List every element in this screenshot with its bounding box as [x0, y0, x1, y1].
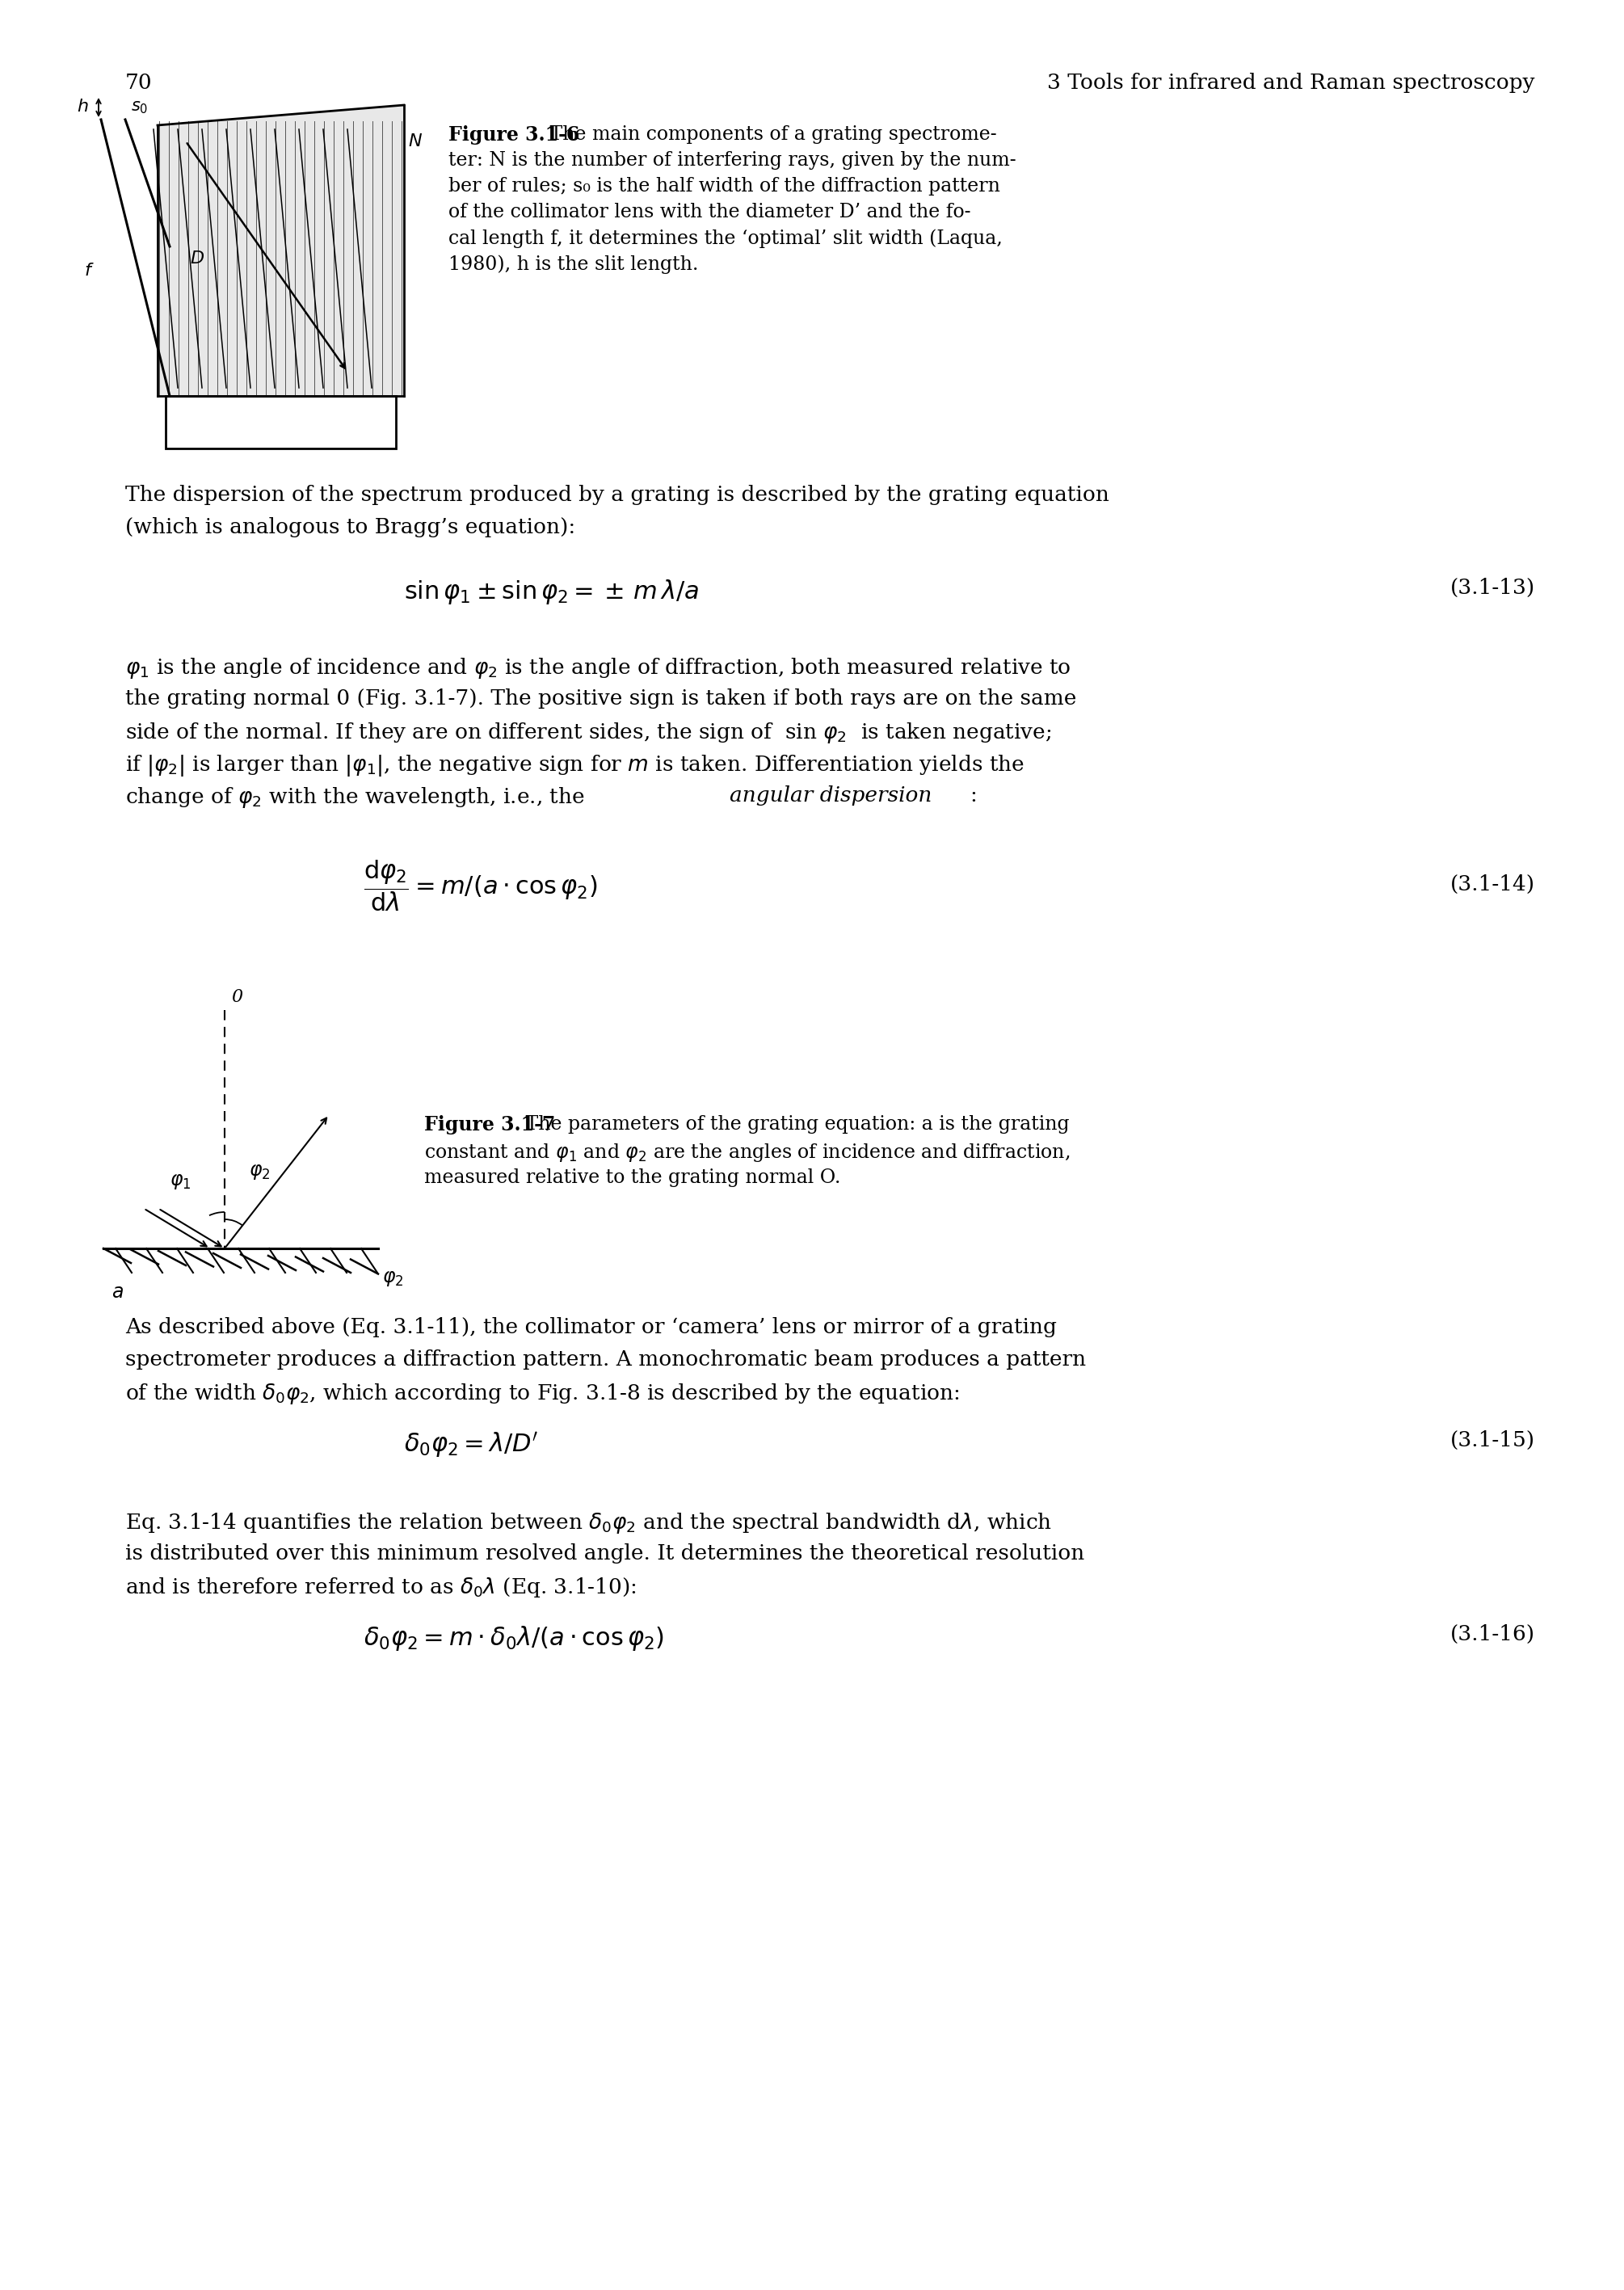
Text: $\varphi_1$: $\varphi_1$: [169, 1172, 192, 1191]
Text: 3 Tools for infrared and Raman spectroscopy: 3 Tools for infrared and Raman spectrosc…: [1047, 73, 1535, 94]
Text: $\varphi_2$: $\varphi_2$: [248, 1163, 270, 1182]
Text: $s_0$: $s_0$: [132, 98, 148, 115]
Text: (3.1-14): (3.1-14): [1450, 875, 1535, 895]
Text: ber of rules; s₀ is the half width of the diffraction pattern: ber of rules; s₀ is the half width of th…: [448, 176, 1000, 195]
Text: $N$: $N$: [408, 133, 422, 151]
Text: $D$: $D$: [190, 250, 205, 268]
Text: side of the normal. If they are on different sides, the sign of  sin $\varphi_2$: side of the normal. If they are on diffe…: [125, 721, 1052, 744]
Text: (3.1-13): (3.1-13): [1450, 577, 1535, 598]
Text: 70: 70: [125, 73, 153, 94]
Text: $h$: $h$: [76, 98, 89, 115]
Text: (3.1-16): (3.1-16): [1450, 1624, 1535, 1644]
Text: ter: N is the number of interfering rays, given by the num-: ter: N is the number of interfering rays…: [448, 151, 1017, 169]
Text: the grating normal 0 (Fig. 3.1-7). The positive sign is taken if both rays are o: the grating normal 0 (Fig. 3.1-7). The p…: [125, 689, 1077, 708]
Text: $f$: $f$: [84, 261, 94, 279]
Text: Figure 3.1-6: Figure 3.1-6: [448, 126, 580, 144]
Text: and is therefore referred to as $\delta_0\lambda$ (Eq. 3.1-10):: and is therefore referred to as $\delta_…: [125, 1576, 637, 1598]
Text: $\varphi_1$ is the angle of incidence and $\varphi_2$ is the angle of diffractio: $\varphi_1$ is the angle of incidence an…: [125, 657, 1070, 680]
Text: of the collimator lens with the diameter D’ and the fo-: of the collimator lens with the diameter…: [448, 204, 971, 222]
Text: :: :: [970, 785, 976, 806]
Text: is distributed over this minimum resolved angle. It determines the theoretical r: is distributed over this minimum resolve…: [125, 1543, 1085, 1564]
Polygon shape: [158, 105, 404, 396]
Polygon shape: [166, 396, 396, 449]
Text: if $|\varphi_2|$ is larger than $|\varphi_1|$, the negative sign for $m$ is take: if $|\varphi_2|$ is larger than $|\varph…: [125, 753, 1025, 779]
Text: $\delta_0\varphi_2 = m \cdot \delta_0\lambda/(a \cdot \cos \varphi_2)$: $\delta_0\varphi_2 = m \cdot \delta_0\la…: [364, 1624, 664, 1653]
Text: The dispersion of the spectrum produced by a grating is described by the grating: The dispersion of the spectrum produced …: [125, 485, 1109, 506]
Text: spectrometer produces a diffraction pattern. A monochromatic beam produces a pat: spectrometer produces a diffraction patt…: [125, 1349, 1086, 1369]
Text: constant and $\varphi_1$ and $\varphi_2$ are the angles of incidence and diffrac: constant and $\varphi_1$ and $\varphi_2$…: [424, 1143, 1070, 1163]
Text: of the width $\delta_0\varphi_2$, which according to Fig. 3.1-8 is described by : of the width $\delta_0\varphi_2$, which …: [125, 1381, 960, 1406]
Text: $\delta_0\varphi_2 = \lambda/D'$: $\delta_0\varphi_2 = \lambda/D'$: [404, 1431, 539, 1459]
Text: The main components of a grating spectrome-: The main components of a grating spectro…: [544, 126, 997, 144]
Text: Figure 3.1-7: Figure 3.1-7: [424, 1115, 555, 1134]
Text: Eq. 3.1-14 quantifies the relation between $\delta_0\varphi_2$ and the spectral : Eq. 3.1-14 quantifies the relation betwe…: [125, 1511, 1052, 1534]
Text: $\dfrac{\mathrm{d}\varphi_2}{\mathrm{d}\lambda} = m/(a \cdot \cos \varphi_2)$: $\dfrac{\mathrm{d}\varphi_2}{\mathrm{d}\…: [364, 859, 598, 914]
Text: 0: 0: [231, 989, 242, 1005]
Text: $\varphi_2$: $\varphi_2$: [382, 1271, 403, 1289]
Text: As described above (Eq. 3.1-11), the collimator or ‘camera’ lens or mirror of a : As described above (Eq. 3.1-11), the col…: [125, 1317, 1057, 1337]
Text: measured relative to the grating normal O.: measured relative to the grating normal …: [424, 1168, 841, 1186]
Text: (which is analogous to Bragg’s equation):: (which is analogous to Bragg’s equation)…: [125, 518, 575, 538]
Text: 1980), h is the slit length.: 1980), h is the slit length.: [448, 254, 698, 273]
Text: (3.1-15): (3.1-15): [1450, 1431, 1535, 1450]
Text: $a$: $a$: [112, 1285, 123, 1303]
Text: angular dispersion: angular dispersion: [729, 785, 932, 806]
Text: $\sin \varphi_1 \pm \sin \varphi_2 = \pm\, m\,\lambda/a$: $\sin \varphi_1 \pm \sin \varphi_2 = \pm…: [404, 577, 700, 607]
Text: cal length f, it determines the ‘optimal’ slit width (Laqua,: cal length f, it determines the ‘optimal…: [448, 229, 1002, 247]
Text: change of $\varphi_2$ with the wavelength, i.e., the: change of $\varphi_2$ with the wavelengt…: [125, 785, 586, 811]
Text: The parameters of the grating equation: a is the grating: The parameters of the grating equation: …: [520, 1115, 1069, 1134]
